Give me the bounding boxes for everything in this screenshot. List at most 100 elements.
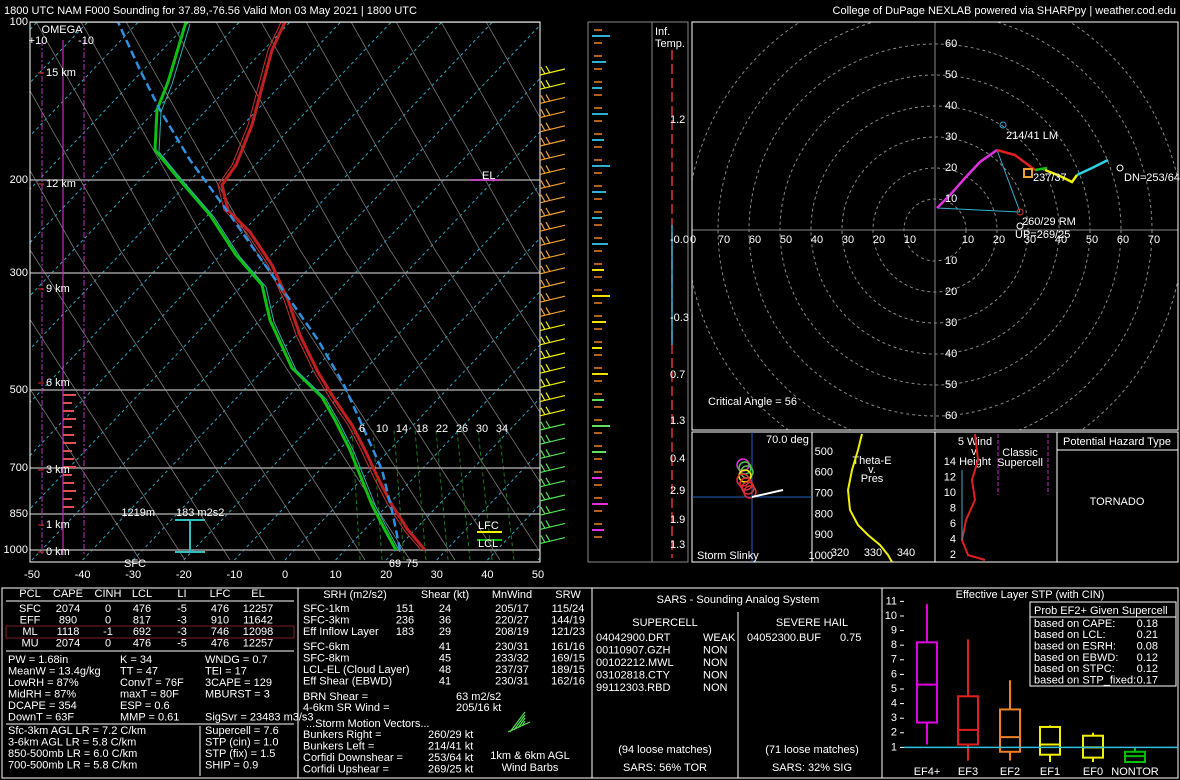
mixing-ratio-label: 14	[396, 423, 408, 435]
index-value: SigSvr = 23483 m3/s3	[205, 711, 314, 723]
kin-cell: 236	[396, 614, 414, 626]
kin-cell: 144/19	[551, 614, 585, 626]
box	[999, 708, 1021, 753]
wind-barb	[545, 406, 551, 415]
mixing-ratio-line	[435, 429, 449, 561]
mixing-ratio-label: 34	[496, 423, 508, 435]
motion-title: ...Storm Motion Vectors...	[306, 718, 430, 730]
theta-pressure: 1000	[809, 550, 833, 562]
parcel-cell: SFC	[19, 603, 41, 615]
wind-barb	[540, 80, 546, 89]
wind-barb	[539, 182, 566, 190]
theta-pressure: 500	[815, 446, 833, 458]
prob-box	[1029, 601, 1177, 687]
lapse-rate: 850-500mb LR = 6.0 C/km	[8, 748, 137, 760]
y-tick-label: 10	[885, 610, 897, 622]
index-value: TT = 47	[120, 665, 158, 677]
wind-title: v.	[971, 446, 979, 458]
parcel-cell: EFF	[20, 614, 41, 626]
wind-barb	[545, 179, 551, 187]
x-tick-label: EF0	[1083, 766, 1103, 778]
el-label: EL	[482, 170, 495, 182]
upshear	[1016, 222, 1024, 230]
hodo-3-6km	[996, 148, 1036, 171]
wind-barb	[545, 449, 551, 457]
inferred-value: 1.3	[670, 539, 685, 551]
hodo-ring-label: 30	[842, 234, 854, 246]
composite-index: SHIP = 0.9	[205, 759, 258, 771]
inset-frame	[1056, 431, 1179, 563]
wind-barb	[539, 224, 566, 232]
composite-index: Supercell = 7.6	[205, 725, 279, 737]
kin-cell: 36	[439, 614, 451, 626]
sars-class: WEAK	[703, 632, 736, 644]
wind-height: 4	[950, 533, 956, 545]
index-value: K = 34	[120, 654, 152, 666]
hodo-ring-label: 50	[945, 379, 957, 391]
dry-adiabat	[305, 22, 540, 414]
theta-pressure: 900	[815, 529, 833, 541]
prob-value: 0.18	[1137, 618, 1158, 630]
parcel-cell: 476	[211, 603, 229, 615]
storm-motion: Bunkers Right =	[303, 729, 382, 741]
hodo-ring-label: 50	[780, 234, 792, 246]
wind-barb	[539, 281, 566, 289]
height-label: 6 km	[46, 377, 70, 389]
wind-barb	[540, 450, 546, 458]
parcel-cell: -3	[177, 626, 187, 638]
temperature-label: 0	[282, 569, 288, 581]
wind-barb	[545, 434, 551, 443]
sfc-temp: 75	[406, 558, 418, 570]
wind-class: Supercell	[997, 457, 1043, 469]
composite-index: STP (fix) = 1.5	[205, 748, 275, 760]
wind-barb	[545, 250, 551, 258]
theta-title: v.	[868, 464, 876, 476]
hodo-9-12km	[1044, 168, 1079, 184]
wind-barb	[545, 363, 551, 372]
chart-title: Effective Layer STP (with CIN)	[956, 589, 1105, 601]
temperature-label: -30	[125, 569, 141, 581]
wetbulb-profile	[158, 23, 401, 553]
lfc-label: LFC	[478, 520, 499, 532]
credit: College of DuPage NEXLAB powered via SHA…	[833, 5, 1176, 17]
parcel-cell: 11642	[243, 614, 273, 626]
wind-barb	[540, 322, 546, 330]
parcel-cell: 476	[133, 603, 151, 615]
wind-barb	[539, 437, 566, 445]
lapse-rate: Sfc-3km AGL LR = 7.2 C/km	[8, 725, 146, 737]
kin-cell: 115/24	[552, 603, 585, 615]
kin-cell: 183	[396, 626, 414, 638]
hodo-ring-label: 10	[945, 255, 957, 267]
wind-barb	[545, 420, 551, 429]
hodo-ring-label: 20	[873, 234, 885, 246]
slinky-vector	[751, 489, 784, 498]
kin-cell: LCL-EL (Cloud Layer)	[303, 664, 410, 676]
mixing-ratio-label: 30	[476, 423, 488, 435]
kin-cell: 205/17	[495, 603, 529, 615]
hodo-6-9km	[1034, 166, 1048, 172]
hodo-ring-label: 20	[945, 162, 957, 174]
height-label: 0 km	[46, 546, 70, 558]
height-label: 9 km	[46, 283, 70, 295]
isotherm	[82, 77, 540, 561]
parcel-cell: 1118	[57, 626, 80, 638]
kin-cell: SFC-8km	[303, 652, 349, 664]
parcel-cell: 476	[133, 637, 151, 649]
inferred-value: 2.9	[670, 485, 685, 497]
wind-barb	[539, 139, 566, 147]
wind-barb	[540, 506, 546, 515]
mixing-ratio-label: 26	[456, 423, 468, 435]
y-tick-label: 11	[886, 595, 897, 607]
wind-barb	[540, 151, 546, 160]
wind-barb	[540, 435, 546, 444]
wind-barb	[540, 393, 546, 401]
pressure-label: 700	[10, 462, 28, 474]
isotherm	[183, 184, 540, 561]
isotherm	[30, 22, 443, 457]
isotherm	[30, 22, 392, 404]
dry-adiabat	[30, 89, 321, 561]
kin-cell: 29	[439, 626, 451, 638]
kin-cell: 162/16	[551, 675, 585, 687]
hodo-ring-label: 40	[945, 348, 957, 360]
index-value: LowRH = 87%	[8, 677, 79, 689]
